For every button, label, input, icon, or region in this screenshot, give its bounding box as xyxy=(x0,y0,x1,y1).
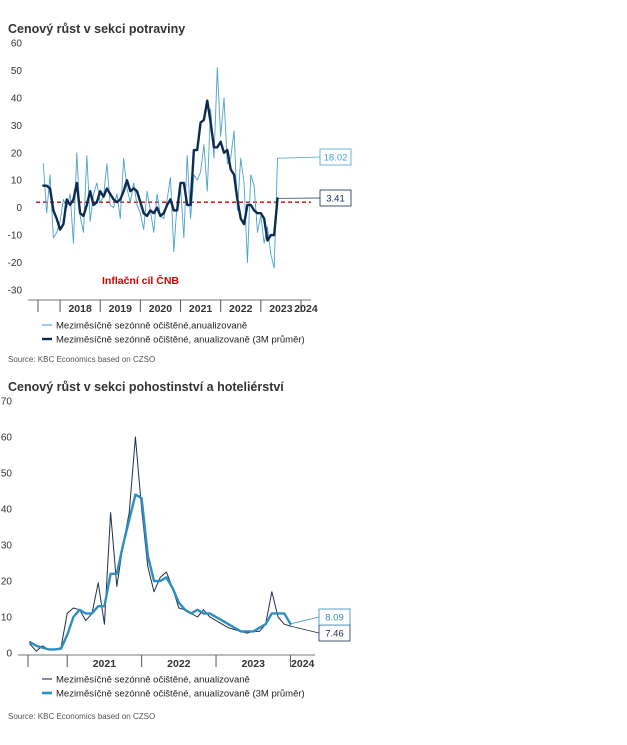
chart1-xtick-2018: 2018 xyxy=(68,303,92,315)
chart2-ytick: 20 xyxy=(1,577,13,588)
chart2-series-1-line xyxy=(29,436,291,652)
chart2-source: Source: KBC Economics based on CZSO xyxy=(8,712,156,721)
chart2-xtick-2022: 2022 xyxy=(167,658,191,670)
chart1-ytick: 10 xyxy=(11,176,23,187)
chart1-callout-box xyxy=(319,148,352,166)
chart2-ytick: 60 xyxy=(1,433,13,444)
chart2-ytick: 70 xyxy=(1,397,13,408)
chart1-ytick: -20 xyxy=(8,258,23,269)
chart1-target-label: Inflační cíl ČNB xyxy=(102,274,179,287)
chart1-ytick: 50 xyxy=(11,66,23,77)
chart1-series-2-line xyxy=(42,99,279,242)
chart1-callout-box xyxy=(319,189,352,207)
chart1-xtick-2022: 2022 xyxy=(229,303,253,315)
chart1-xtick-2024: 2024 xyxy=(294,303,318,315)
chart2-legend-label-2: Meziměsíčně sezónně očištěné, anualizova… xyxy=(56,689,305,700)
chart1-ytick: 40 xyxy=(11,93,23,104)
chart2-callout-value: 7.46 xyxy=(325,629,344,640)
chart1-callout-value: 18.02 xyxy=(324,153,348,164)
chart1-xtick-2019: 2019 xyxy=(109,303,133,315)
chart1-xtick-2020: 2020 xyxy=(149,303,173,315)
chart1-source: Source: KBC Economics based on CZSO xyxy=(8,355,156,364)
chart2-legend-label-1: Meziměsíčně sezónně očištěné, anualizova… xyxy=(56,675,250,686)
chart2-xtick-2024: 2024 xyxy=(291,658,315,670)
chart1-ytick: 20 xyxy=(11,148,23,159)
chart2-ytick: 40 xyxy=(1,505,13,516)
chart1-legend-label-2: Meziměsíčně sezónně očištěné, anualizova… xyxy=(56,335,305,346)
chart1-ytick: 0 xyxy=(16,203,22,214)
chart1-xtick-2021: 2021 xyxy=(189,303,213,315)
chart1-ytick: -10 xyxy=(8,231,23,242)
chart2-series-2-line xyxy=(28,493,292,651)
chart2-ytick: 50 xyxy=(1,469,13,480)
chart2-callout-value: 8.09 xyxy=(325,613,344,624)
chart2-callout-leader xyxy=(290,616,320,625)
chart1-xtick-2023: 2023 xyxy=(269,303,293,315)
chart1-ytick: -30 xyxy=(8,286,23,297)
chart1-title: Cenový růst v sekci potraviny xyxy=(8,22,186,36)
chart2-callout-box xyxy=(318,608,351,626)
chart2-callout-leader xyxy=(290,625,320,634)
chart2-xtick-2021: 2021 xyxy=(93,658,117,670)
chart2-ytick: 0 xyxy=(6,649,12,660)
chart2-title: Cenový růst v sekci pohostinství a hotel… xyxy=(8,380,284,394)
chart1-ytick: 30 xyxy=(11,121,23,132)
chart1-ytick: 60 xyxy=(11,39,23,50)
chart1-callout-value: 3.41 xyxy=(326,194,345,205)
chart1-legend-label-1: Meziměsíčně sezónně očištěné,anualizovan… xyxy=(56,321,247,332)
chart2-ytick: 10 xyxy=(1,613,13,624)
chart2-xtick-2023: 2023 xyxy=(242,658,266,670)
chart1-callout-leader xyxy=(277,156,321,159)
chart2-ytick: 30 xyxy=(1,541,13,552)
chart1-svg: -30 -20 -10 0 10 20 30 40 50 60 2018 2019 2020 2021 20… xyxy=(8,39,352,346)
